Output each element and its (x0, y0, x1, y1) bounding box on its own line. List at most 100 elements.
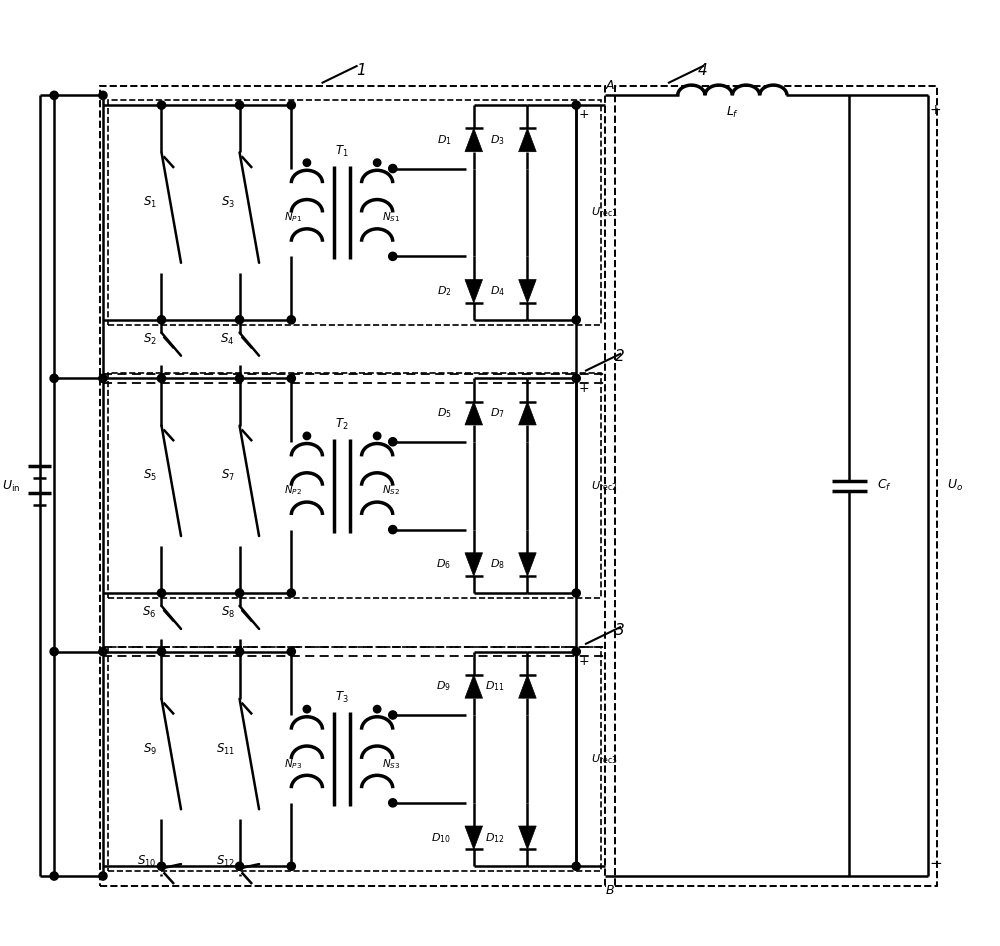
Text: 1: 1 (357, 63, 366, 79)
Circle shape (99, 872, 107, 880)
Text: $N_{S1}$: $N_{S1}$ (382, 210, 400, 224)
Text: 2: 2 (615, 349, 625, 364)
Polygon shape (519, 552, 536, 576)
Circle shape (389, 798, 397, 807)
Text: $D_2$: $D_2$ (437, 285, 451, 298)
Circle shape (389, 525, 397, 534)
Circle shape (373, 706, 381, 713)
Text: $N_{S3}$: $N_{S3}$ (382, 757, 400, 771)
Polygon shape (465, 129, 483, 151)
Circle shape (287, 316, 295, 324)
Text: $U_{\rm rec1}$: $U_{\rm rec1}$ (591, 205, 618, 219)
Text: $D_{12}$: $D_{12}$ (485, 831, 505, 845)
Circle shape (572, 647, 580, 656)
Text: A: A (606, 79, 615, 92)
Circle shape (287, 101, 295, 109)
Bar (108, 374, 601, 598)
Circle shape (235, 862, 244, 870)
Bar (100, 85, 605, 885)
Polygon shape (519, 401, 536, 425)
Circle shape (50, 872, 58, 880)
Text: $S_4$: $S_4$ (220, 332, 235, 347)
Circle shape (389, 253, 397, 260)
Polygon shape (519, 674, 536, 698)
Circle shape (235, 647, 244, 656)
Text: $S_6$: $S_6$ (142, 605, 157, 620)
Text: +: + (579, 381, 589, 394)
Text: $S_{12}$: $S_{12}$ (216, 854, 235, 869)
Circle shape (50, 91, 58, 99)
Circle shape (287, 647, 295, 656)
Circle shape (235, 101, 244, 109)
Circle shape (235, 589, 244, 597)
Polygon shape (465, 401, 483, 425)
Circle shape (287, 862, 295, 870)
Text: 4: 4 (698, 63, 708, 79)
Circle shape (50, 375, 58, 382)
Circle shape (157, 647, 166, 656)
Circle shape (389, 710, 397, 719)
Text: $D_5$: $D_5$ (437, 407, 451, 420)
Circle shape (572, 375, 580, 382)
Circle shape (235, 316, 244, 324)
Circle shape (99, 375, 107, 382)
Text: $-$: $-$ (929, 854, 942, 868)
Text: $D_{11}$: $D_{11}$ (485, 679, 505, 693)
Circle shape (157, 589, 166, 597)
Text: $N_{P2}$: $N_{P2}$ (284, 483, 302, 498)
Circle shape (157, 862, 166, 870)
Text: $T_1$: $T_1$ (335, 144, 349, 159)
Text: $D_7$: $D_7$ (490, 407, 505, 420)
Polygon shape (465, 674, 483, 698)
Text: $S_5$: $S_5$ (143, 468, 157, 483)
Text: B: B (606, 885, 615, 897)
Polygon shape (519, 826, 536, 850)
Text: $D_1$: $D_1$ (437, 133, 451, 147)
Circle shape (303, 706, 311, 713)
Polygon shape (519, 279, 536, 303)
Bar (108, 647, 601, 871)
Circle shape (50, 647, 58, 656)
Circle shape (287, 589, 295, 597)
Circle shape (373, 159, 381, 166)
Text: $S_7$: $S_7$ (221, 468, 235, 483)
Text: $C_f$: $C_f$ (877, 478, 892, 493)
Text: $U_{\rm rec3}$: $U_{\rm rec3}$ (591, 752, 618, 766)
Text: $D_4$: $D_4$ (490, 285, 505, 298)
Text: +: + (579, 109, 589, 121)
Text: $S_{11}$: $S_{11}$ (216, 742, 235, 757)
Text: $L_f$: $L_f$ (726, 105, 739, 120)
Circle shape (389, 438, 397, 446)
Text: $T_3$: $T_3$ (335, 690, 349, 705)
Text: $D_6$: $D_6$ (436, 557, 451, 571)
Text: $N_{P3}$: $N_{P3}$ (284, 757, 302, 771)
Polygon shape (465, 279, 483, 303)
Text: $T_2$: $T_2$ (335, 416, 349, 431)
Text: $D_9$: $D_9$ (436, 679, 451, 693)
Circle shape (572, 589, 580, 597)
Text: $S_8$: $S_8$ (221, 605, 235, 620)
Text: $S_2$: $S_2$ (143, 332, 157, 347)
Text: +: + (930, 103, 941, 117)
Circle shape (303, 432, 311, 440)
Circle shape (157, 316, 166, 324)
Circle shape (287, 375, 295, 382)
Text: 3: 3 (615, 622, 625, 638)
Text: $D_3$: $D_3$ (490, 133, 505, 147)
Text: $N_{S2}$: $N_{S2}$ (382, 483, 400, 498)
Circle shape (572, 316, 580, 324)
Text: $U_o$: $U_o$ (947, 478, 963, 493)
Circle shape (572, 862, 580, 870)
Text: $S_9$: $S_9$ (143, 742, 157, 757)
Circle shape (157, 101, 166, 109)
Circle shape (235, 375, 244, 382)
Bar (615, 85, 937, 885)
Text: $S_{10}$: $S_{10}$ (137, 854, 157, 869)
Circle shape (572, 101, 580, 109)
Circle shape (99, 91, 107, 99)
Circle shape (303, 159, 311, 166)
Text: $N_{P1}$: $N_{P1}$ (284, 210, 302, 224)
Text: $S_3$: $S_3$ (221, 195, 235, 210)
Bar (108, 100, 601, 324)
Text: $U_{\rm in}$: $U_{\rm in}$ (2, 479, 20, 494)
